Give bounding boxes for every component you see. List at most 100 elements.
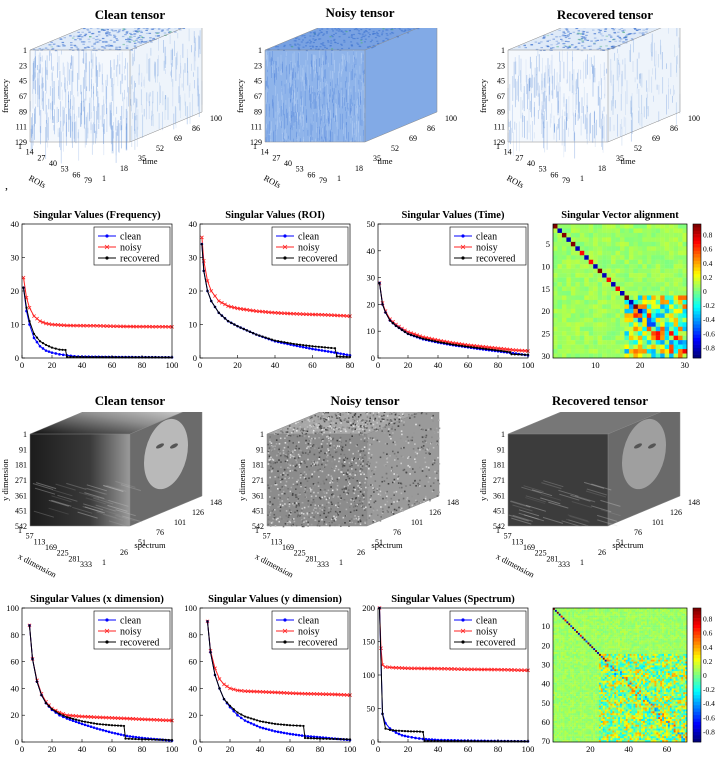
vertical-tick-label: 129 — [250, 138, 262, 147]
heatmap-cell — [624, 322, 630, 327]
heatmap-cell — [620, 286, 625, 292]
heatmap-cell — [664, 322, 670, 327]
fmri-speck — [79, 34, 82, 36]
noise-pixel — [368, 420, 371, 422]
noise-pixel — [298, 464, 300, 466]
fmri-speck — [548, 39, 551, 41]
heatmap-cell — [611, 273, 616, 278]
heatmap-cell — [615, 313, 621, 318]
heatmap-cell — [615, 286, 621, 292]
fmri-speck — [565, 35, 568, 37]
heatmap-cell — [615, 353, 621, 359]
noise-pixel — [372, 414, 375, 417]
noise-pixel — [331, 456, 334, 458]
heatmap-cell — [624, 308, 630, 314]
noise-pixel — [341, 449, 344, 452]
fmri-speck — [100, 29, 104, 31]
heatmap-cell — [660, 255, 665, 260]
heatmap-cell — [593, 241, 598, 247]
noise-pixel — [272, 462, 275, 465]
noise-pixel — [359, 497, 362, 500]
noise-pixel — [361, 432, 363, 434]
noise-pixel — [316, 463, 318, 465]
colorbar-segment — [693, 224, 701, 228]
noise-pixel — [269, 511, 272, 514]
vertical-tick-label: 89 — [254, 107, 262, 116]
noise-pixel — [373, 428, 376, 431]
heatmap-cell — [651, 255, 656, 260]
horizontal-tick-label: 100 — [210, 114, 222, 123]
heatmap-cell — [651, 308, 656, 314]
data-point-noisy — [44, 321, 48, 326]
noise-pixel — [359, 490, 362, 493]
noise-pixel — [289, 490, 292, 493]
heatmap-cell — [628, 340, 634, 345]
heatmap-cell — [584, 268, 589, 274]
heatmap-cell — [682, 255, 688, 260]
noise-pixel — [267, 463, 270, 465]
noise-pixel — [357, 450, 360, 452]
fmri-speck — [72, 35, 76, 37]
noise-pixel — [288, 520, 291, 523]
noise-pixel — [302, 494, 305, 497]
heatmap-cell — [646, 295, 652, 301]
noise-pixel — [352, 506, 355, 508]
heatmap-cell — [655, 250, 661, 256]
fmri-speck — [557, 42, 560, 44]
noise-pixel — [364, 426, 366, 429]
data-point-clean — [301, 345, 305, 349]
noise-speck — [342, 31, 345, 33]
heatmap-cell — [575, 353, 580, 359]
noise-speck — [374, 33, 377, 35]
noise-pixel — [379, 426, 382, 429]
noise-pixel — [352, 477, 354, 479]
horizontal-tick-label: 1 — [102, 558, 106, 567]
noise-pixel — [330, 427, 333, 429]
heatmap-cell — [611, 340, 616, 345]
fmri-speck — [627, 33, 631, 35]
depth-tick-label: 66 — [72, 170, 80, 179]
heatmap-cell — [593, 340, 598, 345]
noise-pixel — [317, 418, 320, 421]
data-point-noisy — [115, 324, 119, 329]
noise-pixel — [319, 425, 321, 428]
noise-pixel — [277, 470, 279, 472]
noise-speck — [352, 37, 355, 40]
noise-pixel — [279, 452, 281, 455]
noise-pixel — [286, 468, 288, 471]
colorbar-segment — [693, 321, 701, 325]
noise-pixel — [388, 423, 390, 426]
noise-speck — [320, 31, 323, 33]
data-point-noisy — [157, 324, 162, 329]
heatmap-cell — [682, 232, 688, 238]
noise-pixel — [303, 428, 306, 430]
noise-speck — [365, 28, 368, 29]
cube-edge — [129, 412, 184, 435]
heatmap-cell — [553, 259, 558, 265]
heatmap-cell — [651, 228, 656, 234]
fmri-speck — [105, 32, 108, 34]
data-point-noisy — [88, 323, 93, 328]
noise-pixel — [317, 481, 320, 484]
horizontal-tick-label: 52 — [391, 144, 399, 153]
noise-pixel — [323, 419, 325, 421]
noise-pixel — [304, 419, 306, 421]
data-point-recovered — [339, 355, 342, 358]
noise-pixel — [358, 517, 360, 520]
fmri-speck — [51, 48, 54, 50]
noise-pixel — [323, 492, 326, 494]
heatmap-cell — [561, 224, 567, 229]
data-point-recovered — [41, 341, 45, 345]
noise-pixel — [330, 438, 332, 440]
heatmap-cell — [611, 237, 616, 243]
fmri-speck — [128, 41, 131, 43]
depth-tick-label: 1 — [18, 142, 22, 151]
colorbar-segment — [693, 254, 701, 258]
heatmap-cell — [570, 259, 576, 265]
noise-pixel — [308, 446, 311, 449]
noise-speck — [365, 30, 368, 33]
heatmap-cell — [642, 353, 647, 359]
heatmap-cell — [561, 286, 567, 292]
heatmap-cell — [642, 340, 647, 345]
fmri-speck — [174, 31, 177, 33]
